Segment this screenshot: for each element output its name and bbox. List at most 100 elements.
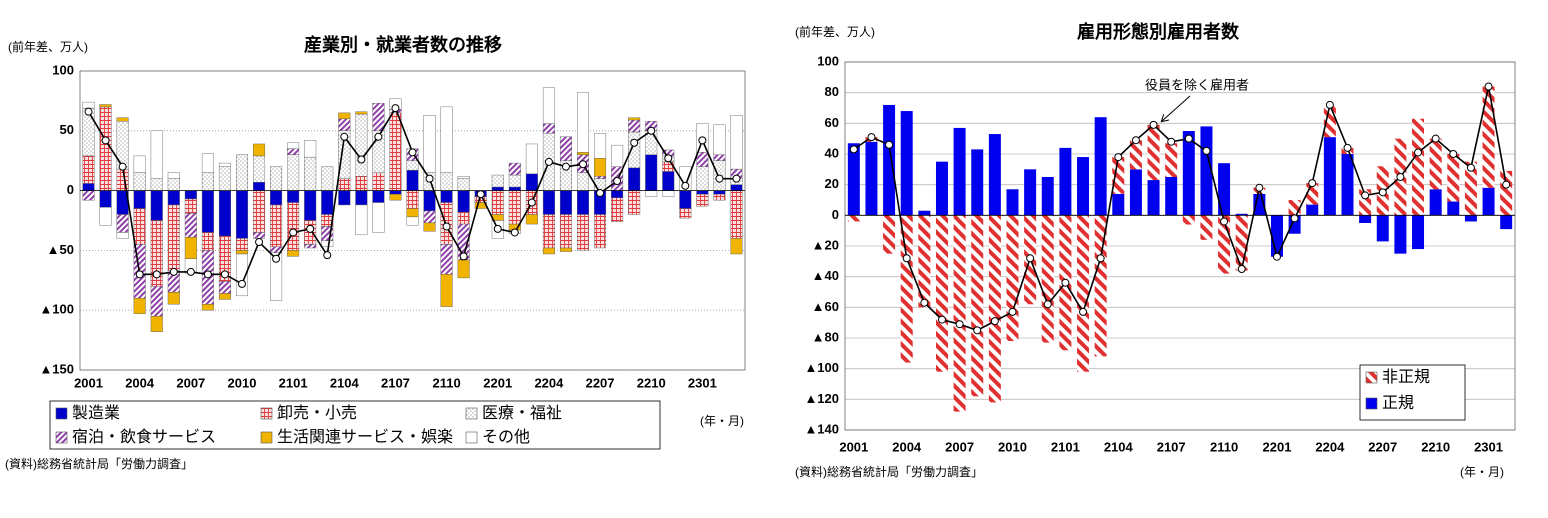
bar (559, 136, 572, 161)
bar (304, 140, 317, 158)
bar (423, 222, 436, 232)
line-marker (1449, 150, 1458, 158)
bar (372, 172, 385, 191)
bar (457, 178, 470, 191)
legend-label: 宿泊・飲食サービス (72, 428, 216, 446)
line-marker (955, 320, 964, 329)
bar (1165, 177, 1178, 216)
legend-label: 製造業 (72, 404, 120, 422)
chart-title: 産業別・就業者数の推移 (304, 34, 502, 55)
bar (559, 214, 572, 249)
legend-swatch (1365, 371, 1378, 384)
bar (730, 238, 743, 255)
bar (577, 152, 590, 155)
bar (1182, 131, 1195, 216)
legend-swatch (55, 407, 68, 420)
bar (628, 119, 641, 133)
bar (611, 190, 624, 198)
bar (150, 315, 163, 332)
bar (287, 148, 300, 155)
line-marker (1396, 173, 1405, 181)
y-tick-label: 60 (825, 115, 839, 130)
line-marker (459, 252, 468, 261)
bar (1041, 215, 1054, 343)
bar (696, 193, 709, 207)
legend-swatch (55, 431, 68, 444)
bar (662, 161, 675, 172)
y-axis-label: (前年差、万人) (8, 39, 88, 54)
bar (99, 207, 112, 226)
bar (235, 250, 248, 255)
bar (1077, 215, 1090, 372)
x-tick-label: 2004 (125, 375, 155, 390)
bar (525, 173, 538, 191)
bar (594, 176, 607, 179)
y-tick-label: ▲20 (812, 237, 839, 252)
legend-label: 正規 (1382, 394, 1414, 412)
bar (1500, 170, 1513, 216)
bar (1359, 189, 1372, 216)
line-marker (1114, 153, 1123, 162)
x-tick-label: 2204 (534, 375, 564, 390)
x-tick-label: 2004 (892, 439, 922, 454)
line-marker (1308, 179, 1317, 188)
line-marker (220, 270, 229, 279)
bar (1359, 215, 1372, 223)
bar (218, 190, 231, 237)
bar (440, 244, 453, 275)
line-marker (681, 181, 690, 190)
line-marker (885, 140, 894, 149)
bar (218, 293, 231, 300)
bar (508, 162, 521, 176)
line-marker (579, 160, 588, 169)
bar (900, 215, 913, 363)
plot-frame (844, 61, 1516, 431)
bar (133, 155, 146, 173)
bar (1412, 215, 1425, 250)
bar (559, 190, 572, 215)
bar (1412, 118, 1425, 216)
x-tick-label: 2210 (1421, 439, 1450, 454)
bar (900, 111, 913, 216)
bar (1464, 215, 1477, 222)
bar (457, 190, 470, 213)
x-tick-label: 2001 (839, 439, 868, 454)
bar (1500, 215, 1513, 230)
line-marker (1237, 265, 1246, 273)
legend-box (49, 400, 661, 450)
bar (201, 190, 214, 233)
x-axis-unit: (年・月) (700, 414, 744, 428)
line-marker (306, 224, 315, 233)
y-tick-label: ▲120 (804, 391, 839, 406)
legend-label: 卸売・小売 (277, 404, 357, 422)
bar (150, 130, 163, 179)
y-tick-label: 80 (825, 84, 839, 99)
bar (1429, 138, 1442, 190)
bar (1112, 157, 1125, 194)
legend-swatch (1365, 397, 1378, 410)
x-tick-label: 2204 (1315, 439, 1345, 454)
line-marker (408, 148, 417, 157)
bar (235, 190, 248, 239)
bar (406, 160, 419, 171)
bar (508, 174, 521, 188)
bar (730, 184, 743, 191)
bar (1006, 215, 1019, 342)
bar (1094, 215, 1107, 357)
bar (577, 172, 590, 191)
bar (218, 281, 231, 294)
legend-label: 非正規 (1382, 368, 1430, 386)
line-marker (391, 104, 400, 113)
line-marker (664, 154, 673, 163)
line-marker (698, 136, 707, 145)
line-marker (1202, 146, 1211, 155)
line-marker (1008, 307, 1017, 316)
bar (1447, 154, 1460, 202)
x-tick-label: 2107 (1157, 439, 1186, 454)
bar (287, 190, 300, 203)
bar (1288, 200, 1301, 216)
bar (1341, 154, 1354, 216)
bar (150, 190, 163, 221)
bar (594, 132, 607, 159)
bar (184, 213, 197, 238)
